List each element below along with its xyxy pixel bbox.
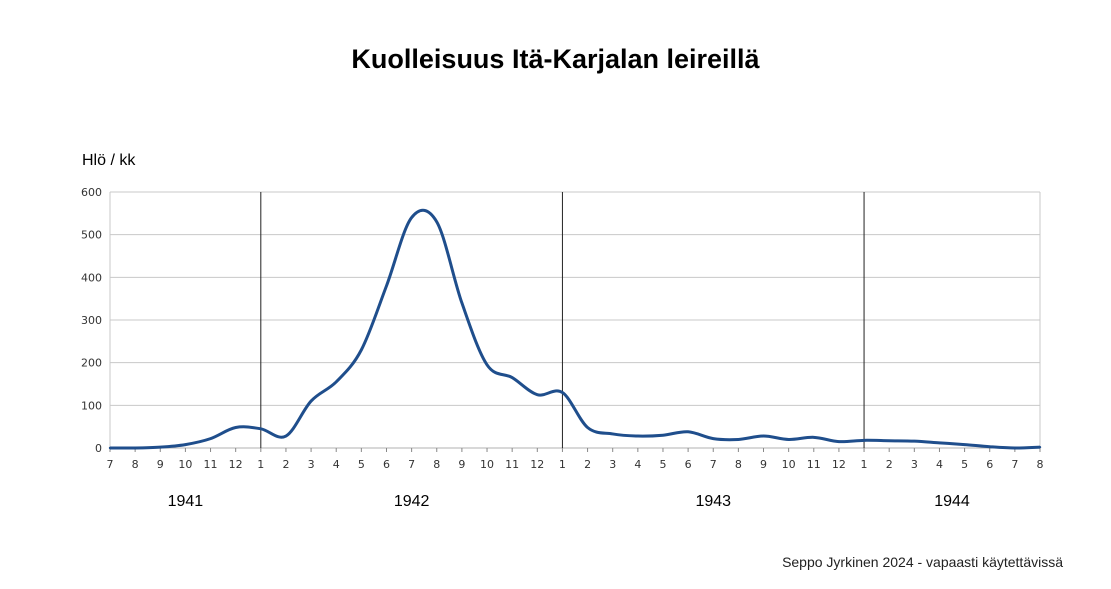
y-tick-label: 500 <box>81 229 102 242</box>
x-tick-label: 7 <box>107 458 114 471</box>
chart-title: Kuolleisuus Itä-Karjalan leireillä <box>351 44 760 74</box>
x-tick-label: 2 <box>584 458 591 471</box>
data-point <box>510 376 514 379</box>
data-point <box>259 427 263 430</box>
year-label: 1944 <box>934 493 970 510</box>
x-tick-label: 4 <box>634 458 641 471</box>
x-tick-label: 10 <box>782 458 796 471</box>
x-tick-label: 9 <box>458 458 465 471</box>
x-tick-label: 3 <box>911 458 918 471</box>
x-tick-label: 8 <box>1037 458 1044 471</box>
x-tick-label: 7 <box>1011 458 1018 471</box>
data-point <box>335 380 338 384</box>
data-point <box>762 434 765 438</box>
x-tick-label: 1 <box>861 458 868 471</box>
data-point <box>309 399 313 403</box>
data-point <box>988 445 991 448</box>
x-tick-label: 8 <box>132 458 139 471</box>
data-point <box>913 439 916 443</box>
data-point <box>385 284 388 288</box>
x-tick-label: 4 <box>936 458 943 471</box>
data-point <box>234 426 237 429</box>
data-point <box>485 363 489 366</box>
x-tick-label: 12 <box>530 458 544 471</box>
data-point <box>360 348 363 352</box>
x-tick-label: 1 <box>559 458 566 471</box>
data-point <box>963 443 966 446</box>
data-point <box>661 434 665 437</box>
y-axis-label: Hlö / kk <box>82 152 136 169</box>
data-point <box>586 426 589 429</box>
x-tick-label: 2 <box>282 458 289 471</box>
x-tick-label: 6 <box>383 458 390 471</box>
x-tick-label: 7 <box>710 458 717 471</box>
x-tick-label: 10 <box>480 458 494 471</box>
data-point <box>1013 446 1017 450</box>
data-point <box>284 434 288 438</box>
data-point <box>561 391 564 394</box>
data-point <box>887 439 891 442</box>
data-point <box>133 446 137 450</box>
x-tick-label: 1 <box>257 458 264 471</box>
series-line <box>110 208 1041 450</box>
x-tick-label: 3 <box>609 458 616 471</box>
x-tick-label: 9 <box>157 458 164 471</box>
data-point <box>410 216 413 219</box>
data-point <box>435 220 438 224</box>
y-tick-label: 600 <box>81 186 102 199</box>
x-tick-label: 5 <box>358 458 365 471</box>
data-point <box>737 438 740 441</box>
x-tick-label: 6 <box>685 458 692 471</box>
year-label: 1943 <box>695 493 731 510</box>
data-point <box>712 437 715 440</box>
x-tick-label: 3 <box>308 458 315 471</box>
y-tick-label: 100 <box>81 399 102 412</box>
x-tick-label: 10 <box>178 458 192 471</box>
x-tick-label: 11 <box>204 458 218 471</box>
data-point <box>636 434 640 438</box>
year-label: 1942 <box>394 493 430 510</box>
data-point <box>611 432 614 436</box>
x-tick-label: 8 <box>735 458 742 471</box>
x-tick-label: 4 <box>333 458 340 471</box>
x-tick-label: 8 <box>433 458 440 471</box>
x-tick-label: 5 <box>961 458 968 471</box>
y-tick-label: 400 <box>81 271 102 284</box>
data-point <box>812 436 815 439</box>
x-tick-label: 11 <box>505 458 519 471</box>
data-point <box>159 445 162 449</box>
data-point <box>209 437 212 440</box>
x-tick-label: 5 <box>659 458 666 471</box>
x-tick-label: 12 <box>832 458 846 471</box>
x-tick-label: 11 <box>807 458 821 471</box>
x-tick-label: 6 <box>986 458 993 471</box>
data-point <box>536 393 539 396</box>
credit-text: Seppo Jyrkinen 2024 - vapaasti käytettäv… <box>782 554 1063 570</box>
data-point <box>460 301 464 305</box>
data-point <box>686 430 690 433</box>
x-tick-label: 7 <box>408 458 415 471</box>
year-label: 1941 <box>168 493 204 510</box>
y-tick-label: 200 <box>81 357 102 370</box>
data-point <box>837 440 841 443</box>
data-point <box>108 446 112 450</box>
y-tick-label: 300 <box>81 314 102 327</box>
data-point <box>1038 445 1042 449</box>
data-point <box>787 438 790 441</box>
x-tick-label: 2 <box>886 458 893 471</box>
x-tick-label: 12 <box>229 458 243 471</box>
y-tick-label: 0 <box>95 442 102 455</box>
x-tick-label: 9 <box>760 458 767 471</box>
data-point <box>862 439 866 442</box>
data-point <box>184 443 187 446</box>
data-point <box>938 441 941 445</box>
